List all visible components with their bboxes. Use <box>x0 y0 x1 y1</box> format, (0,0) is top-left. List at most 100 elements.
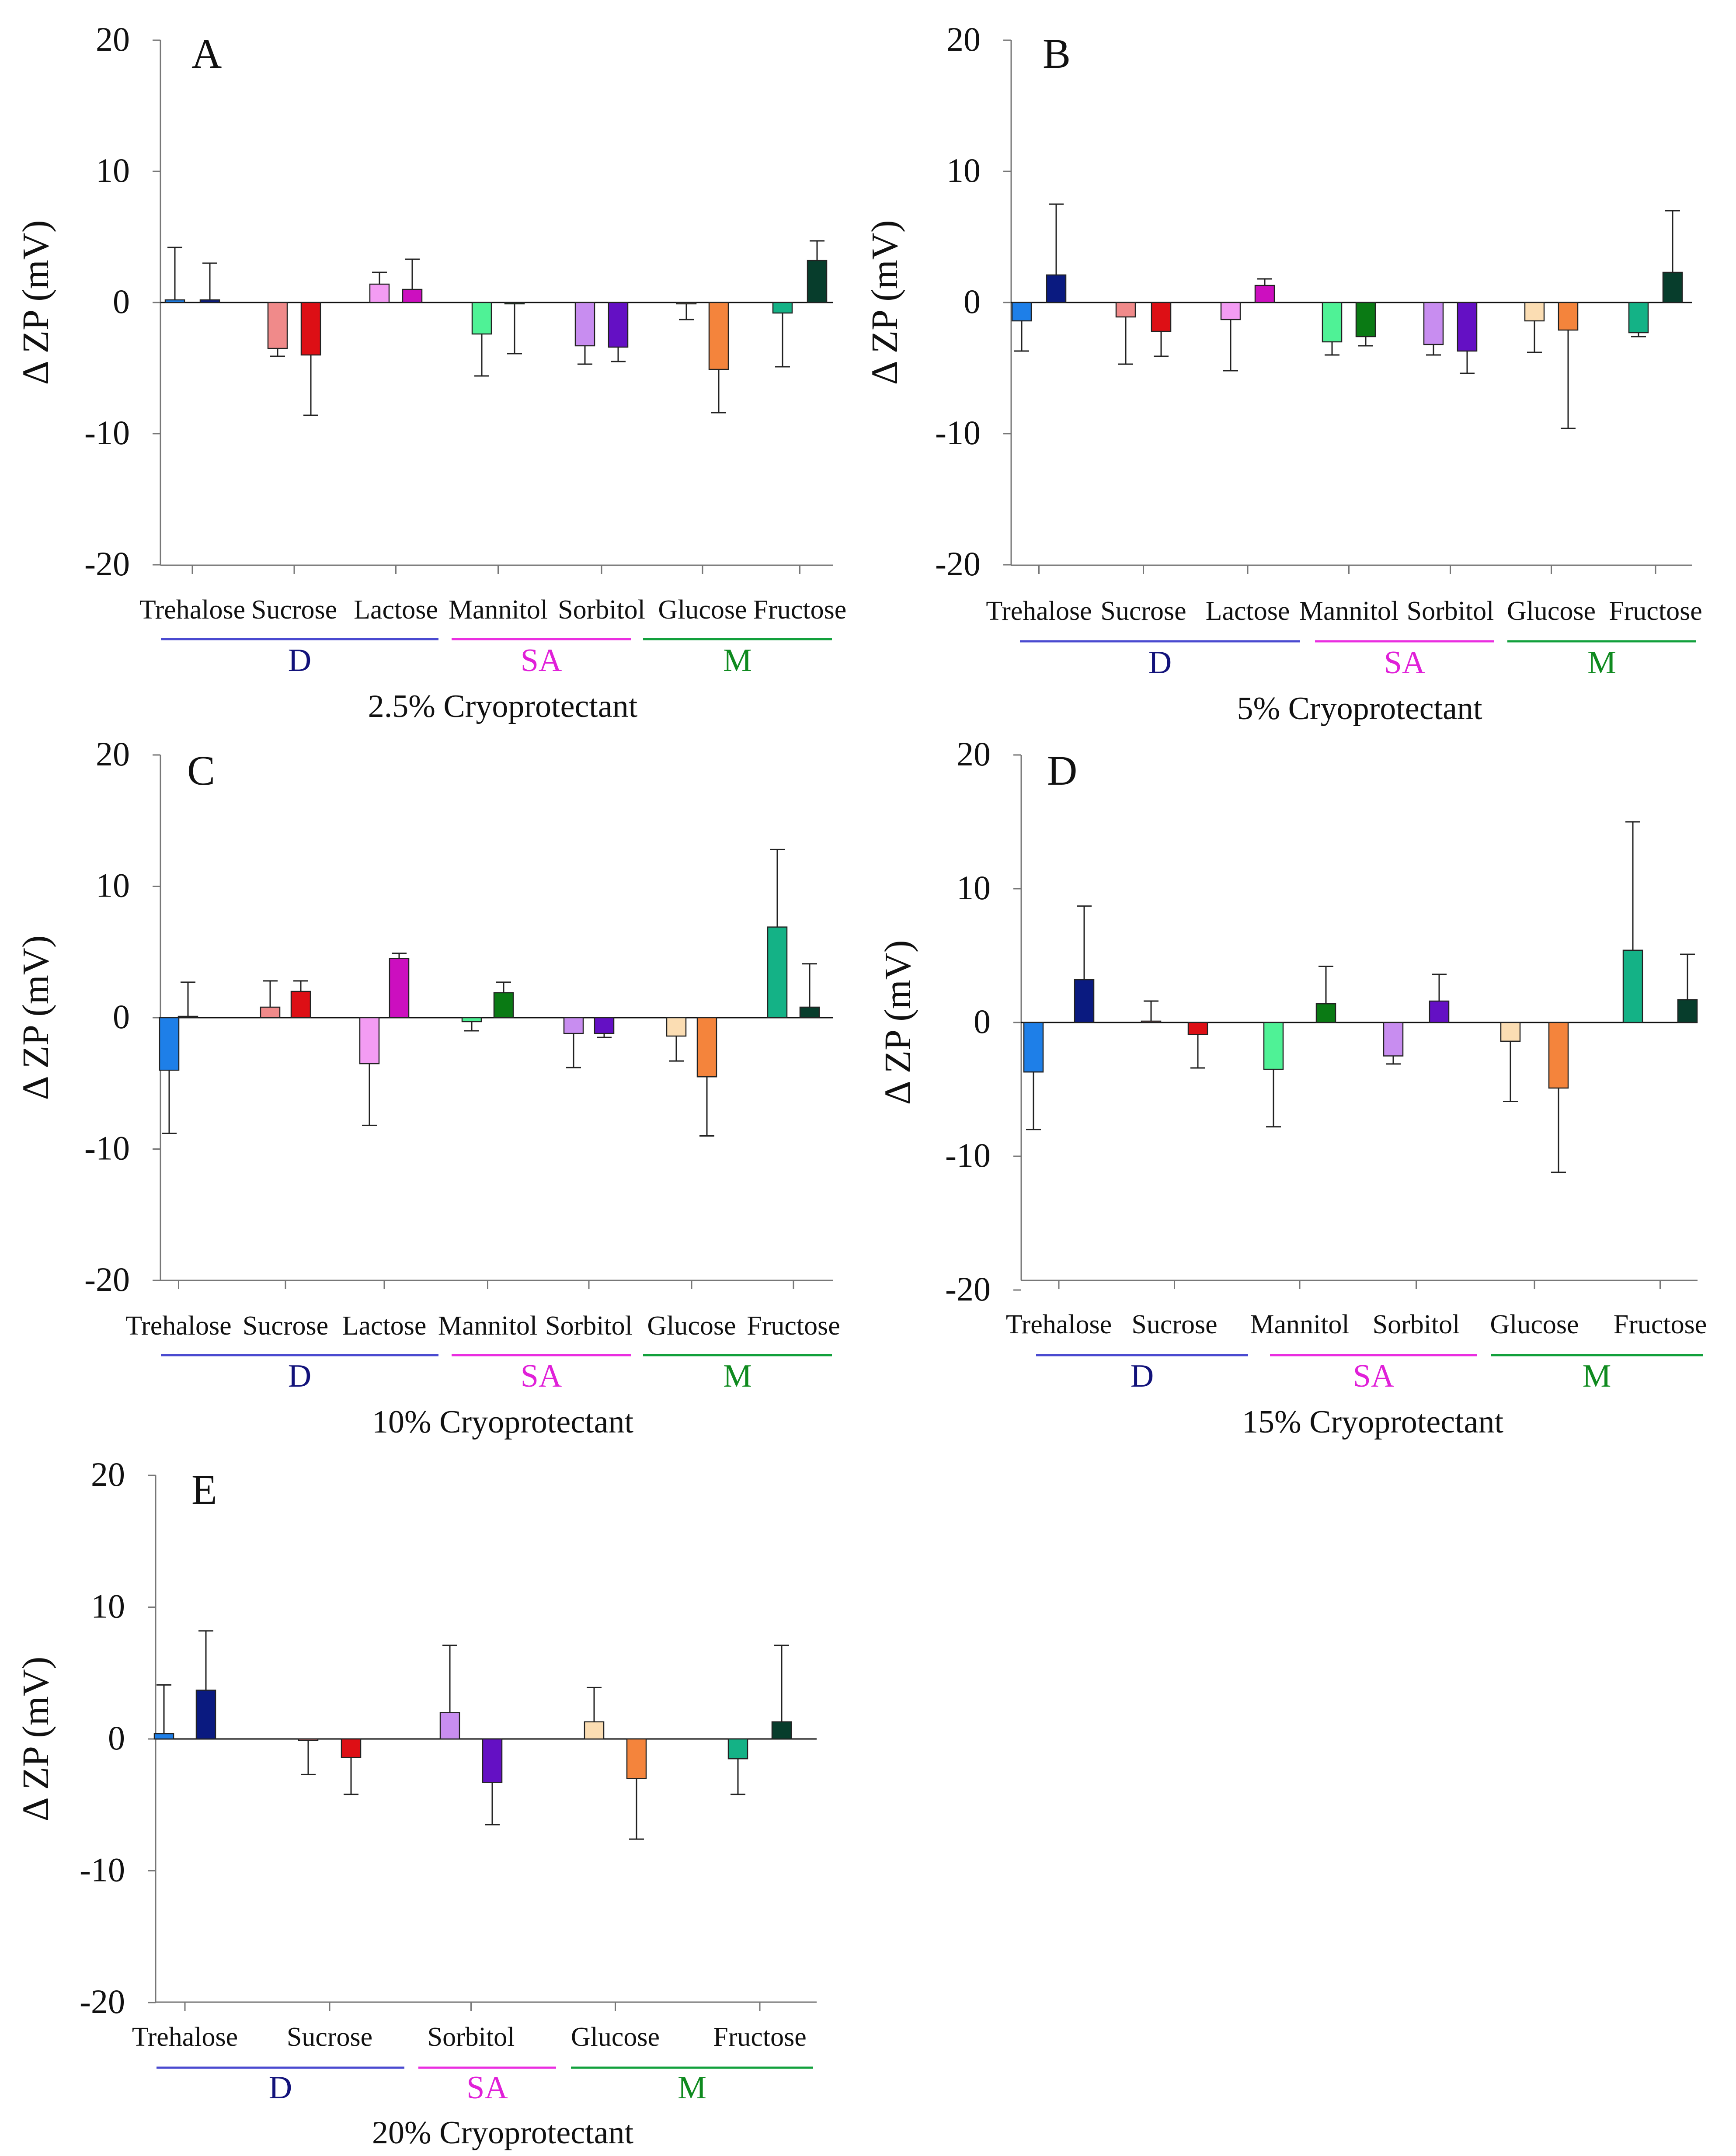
bar-trehalose-light <box>1011 302 1032 322</box>
bar-lactose-light <box>369 283 390 303</box>
y-tick-label: 20 <box>946 20 981 58</box>
bar-glucose-light <box>584 1721 605 1740</box>
bar-fructose-light <box>727 1738 748 1760</box>
bar-sucrose-dark <box>1151 302 1172 332</box>
panel-letter: B <box>1043 30 1071 77</box>
x-tick-label: Sucrose <box>287 2022 372 2052</box>
bar-sorbitol-dark <box>594 1017 615 1034</box>
x-tick-label: Mannitol <box>1250 1310 1349 1339</box>
bar-lactose-dark <box>1254 285 1275 303</box>
y-tick-label: 10 <box>96 151 130 189</box>
chart-panel-e: 20 10 0 -10 -20 Δ ZP (mV) E Trehalose Sucrose Sor… <box>14 1455 817 2151</box>
x-tick-label: Trehalose <box>132 2022 238 2052</box>
bar-fructose-light <box>772 302 793 314</box>
bar-mannitol-dark <box>1315 1003 1336 1023</box>
x-tick-label: Fructose <box>713 2022 807 2052</box>
bar-sorbitol-light <box>574 302 595 347</box>
y-tick-label: 0 <box>964 282 981 320</box>
y-tick-label: 10 <box>91 1587 125 1625</box>
bar-glucose-dark <box>696 1017 717 1078</box>
y-tick-label: -10 <box>84 414 130 452</box>
chart-title: 20% Cryoprotectant <box>372 2115 633 2151</box>
x-tick-label: Sucrose <box>251 595 337 625</box>
bar-lactose-light <box>359 1017 380 1064</box>
bar-glucose-light <box>676 302 697 305</box>
y-tick-label: 20 <box>91 1455 125 1493</box>
bar-trehalose-dark <box>195 1690 216 1740</box>
group-label-d: D <box>288 643 311 678</box>
bar-fructose-dark <box>799 1006 820 1019</box>
y-tick-label: 0 <box>974 1002 991 1040</box>
bar-sucrose-light <box>260 1006 281 1019</box>
group-label-sa: SA <box>521 643 562 678</box>
y-tick-label: -10 <box>935 414 981 452</box>
bar-sucrose-light <box>1141 1020 1162 1023</box>
x-tick-label: Fructose <box>753 595 847 625</box>
bar-trehalose-light <box>164 299 185 303</box>
bar-glucose-dark <box>708 302 729 370</box>
bar-mannitol-dark <box>504 302 525 305</box>
chart-panel-b: 20 10 0 -10 -20 Δ ZP (mV) B Trehalose Sucrose Lac… <box>863 20 1702 727</box>
bar-trehalose-dark <box>199 299 220 303</box>
bar-sucrose-light <box>298 1738 319 1741</box>
x-tick-label: Glucose <box>571 2022 660 2052</box>
y-axis-label: Δ ZP (mV) <box>14 935 56 1100</box>
chart-panel-c: 20 10 0 -10 -20 Δ ZP (mV) C Trehalose Sucrose Lac… <box>14 735 840 1440</box>
y-tick-label: -20 <box>935 545 981 583</box>
y-tick-label: -20 <box>80 1982 125 2020</box>
x-tick-label: Glucose <box>658 595 747 625</box>
bar-glucose-light <box>1524 302 1545 322</box>
x-tick-label: Fructose <box>1609 596 1702 626</box>
bar-sucrose-dark <box>1187 1022 1208 1035</box>
panel-letter: D <box>1047 747 1077 794</box>
bar-trehalose-light <box>153 1733 174 1740</box>
x-tick-label: Mannitol <box>1299 596 1399 626</box>
x-tick-label: Glucose <box>1507 596 1596 626</box>
bar-sorbitol-dark <box>482 1738 503 1783</box>
panel-letter: E <box>191 1466 217 1513</box>
chart-panel-a: 20 10 0 -10 -20 Δ ZP (mV) A Trehalose Sucrose Lac… <box>14 20 846 724</box>
bar-trehalose-light <box>159 1017 180 1071</box>
y-tick-label: -10 <box>80 1851 125 1889</box>
bar-glucose-dark <box>626 1738 647 1779</box>
chart-panel-d: 20 10 0 -10 -20 Δ ZP (mV) D Trehalose Sucrose Man… <box>877 735 1707 1440</box>
x-tick-label: Sorbitol <box>1407 596 1494 626</box>
group-label-m: M <box>1587 645 1616 681</box>
y-axis-label: Δ ZP (mV) <box>14 220 56 385</box>
bar-lactose-dark <box>389 958 410 1019</box>
group-label-sa: SA <box>466 2070 508 2106</box>
bar-fructose-light <box>1622 949 1643 1023</box>
bar-sorbitol-light <box>439 1712 460 1740</box>
x-tick-label: Sucrose <box>1100 596 1186 626</box>
bar-trehalose-dark <box>177 1015 198 1019</box>
y-axis-label: Δ ZP (mV) <box>14 1656 56 1821</box>
x-tick-label: Glucose <box>647 1311 736 1341</box>
group-label-m: M <box>1583 1358 1611 1394</box>
bar-sorbitol-light <box>1423 302 1444 345</box>
x-tick-label: Sorbitol <box>558 595 645 625</box>
group-label-sa: SA <box>1384 645 1426 681</box>
bar-trehalose-dark <box>1046 274 1067 303</box>
bar-fructose-light <box>767 926 788 1019</box>
bar-lactose-dark <box>402 289 423 303</box>
y-tick-label: 0 <box>108 1719 125 1757</box>
bar-mannitol-light <box>461 1017 482 1022</box>
chart-title: 15% Cryoprotectant <box>1242 1404 1503 1440</box>
bar-sorbitol-dark <box>1429 1000 1450 1023</box>
x-tick-label: Lactose <box>354 595 438 625</box>
x-tick-label: Glucose <box>1490 1310 1579 1339</box>
x-tick-label: Sucrose <box>1131 1310 1217 1339</box>
y-tick-label: 20 <box>957 735 991 773</box>
bar-sucrose-dark <box>341 1738 362 1758</box>
y-tick-label: 10 <box>957 869 991 907</box>
y-tick-label: 0 <box>113 998 130 1036</box>
x-tick-label: Fructose <box>747 1311 840 1341</box>
bar-lactose-light <box>1220 302 1241 320</box>
bar-mannitol-dark <box>1355 302 1376 337</box>
group-label-m: M <box>723 1358 752 1394</box>
x-tick-label: Sorbitol <box>428 2022 515 2052</box>
group-label-m: M <box>723 643 752 678</box>
x-tick-label: Lactose <box>342 1311 427 1341</box>
chart-title: 5% Cryoprotectant <box>1237 691 1482 727</box>
bar-mannitol-light <box>1322 302 1343 343</box>
